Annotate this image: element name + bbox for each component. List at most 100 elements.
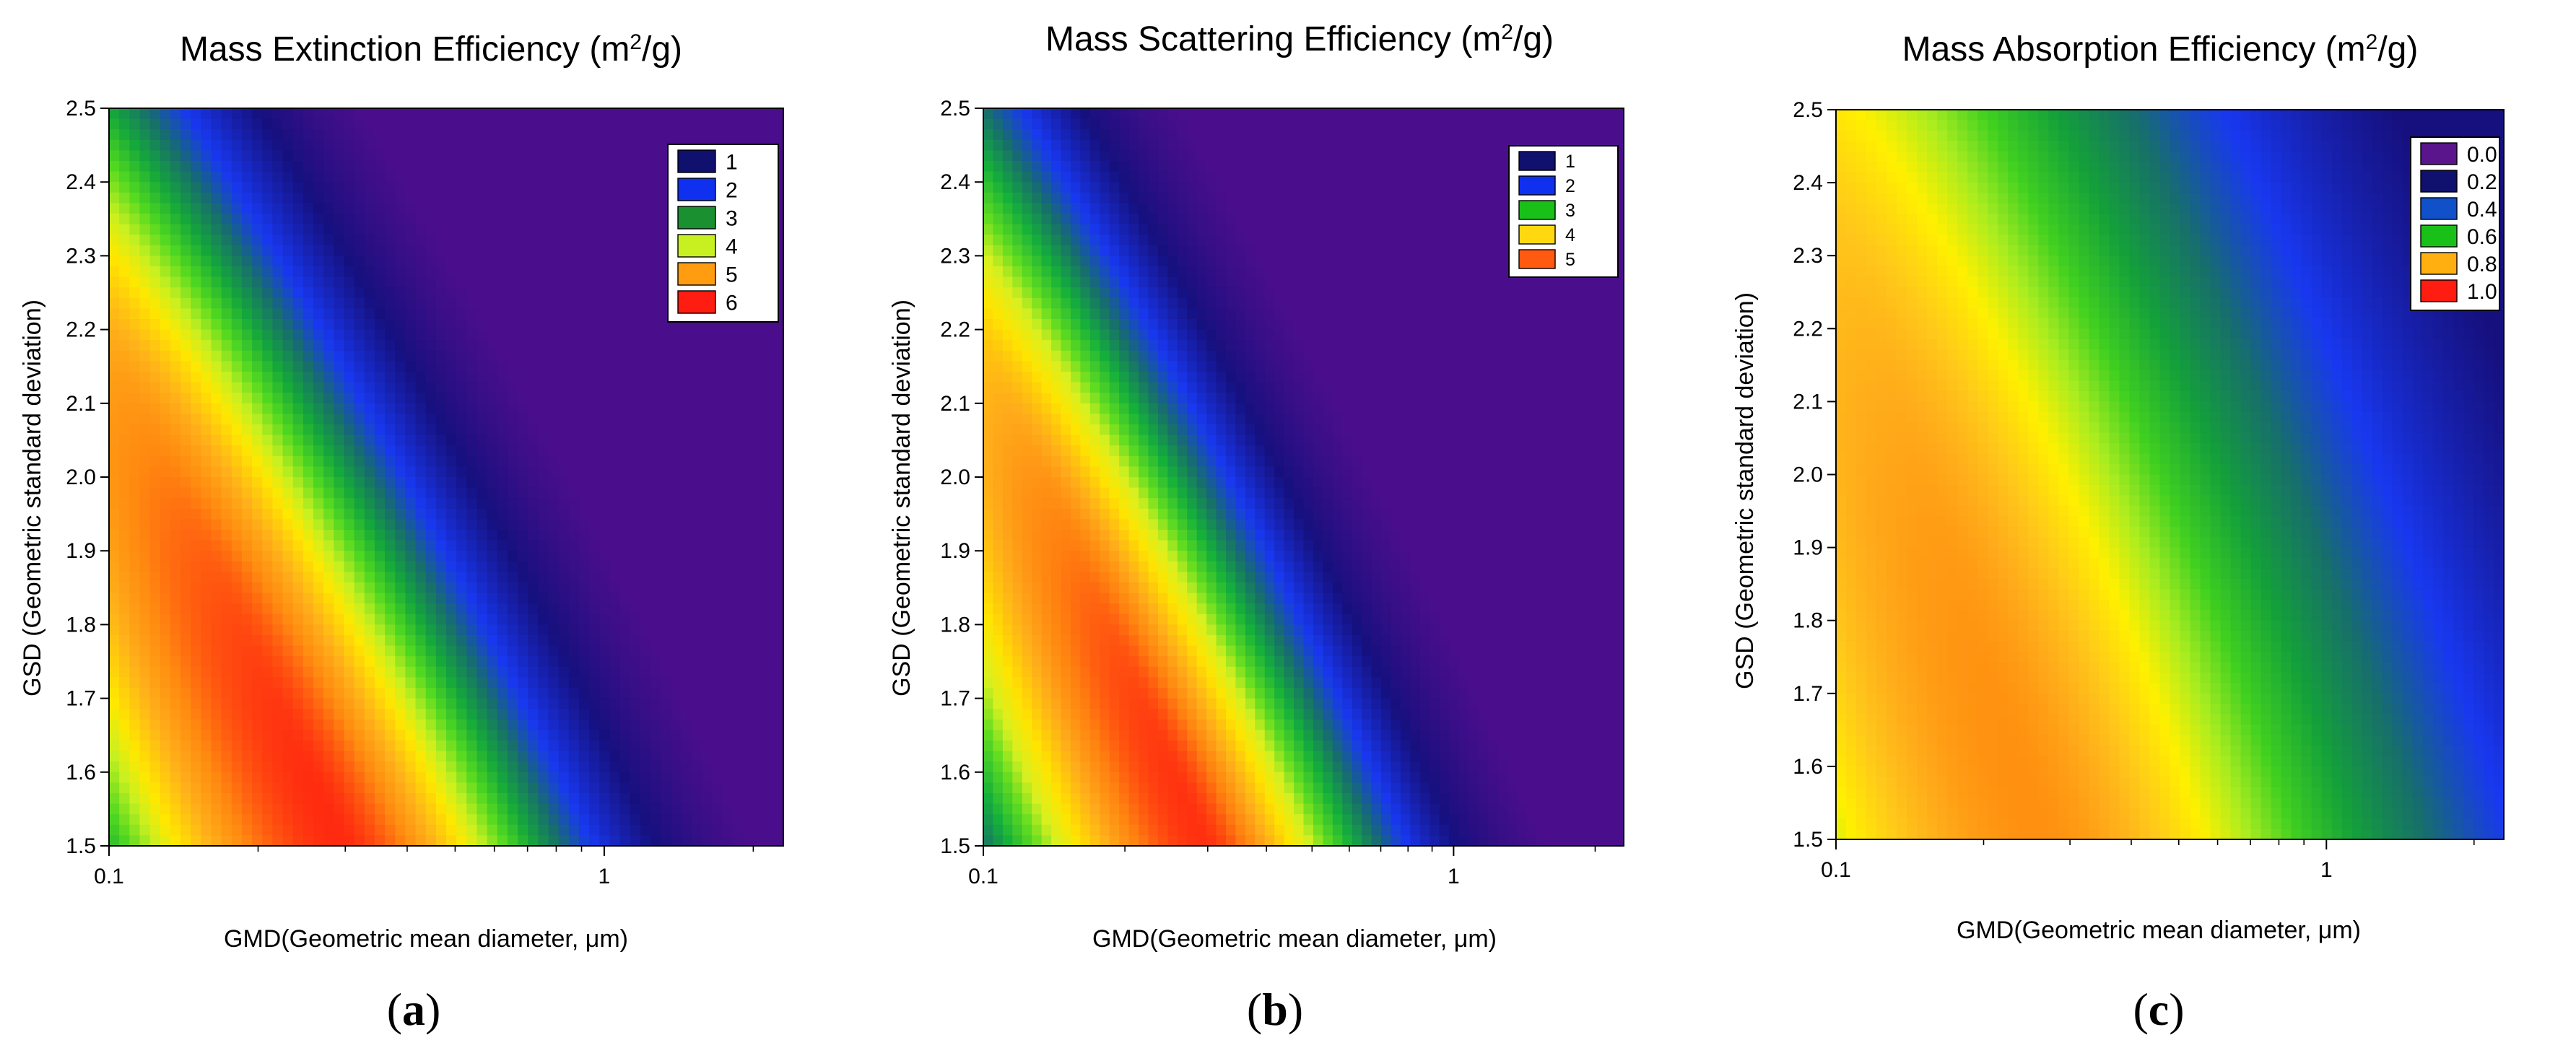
panel-b-field-cell [1080, 108, 1091, 120]
panel-a-field-cell [548, 287, 560, 299]
panel-a-field-cell [191, 171, 202, 183]
panel-b-field-cell [1061, 108, 1071, 120]
panel-b-field-cell [1070, 118, 1082, 130]
panel-a-field-cell [292, 235, 304, 246]
panel-a-field-cell [446, 434, 457, 446]
panel-a-field-cell [435, 214, 447, 225]
panel-a-field-cell [722, 487, 734, 499]
panel-a-field-cell [201, 645, 212, 657]
panel-a-field-cell [385, 393, 396, 404]
panel-a-field-cell [344, 340, 355, 351]
panel-a-field-cell [119, 551, 131, 562]
panel-a-field-cell [528, 319, 539, 331]
panel-a-field-cell [180, 139, 192, 152]
panel-b-field-cell [1400, 139, 1411, 152]
panel-a-field-cell [385, 803, 396, 815]
panel-a-field-cell [313, 582, 324, 594]
panel-a-field-cell [109, 698, 120, 709]
panel-b-field-cell [1303, 118, 1314, 130]
panel-a-field-cell [742, 393, 754, 404]
panel-a-field-cell [119, 255, 131, 267]
panel-a-field-cell [241, 782, 253, 794]
panel-a-field-cell [538, 340, 549, 351]
panel-a-field-cell [742, 709, 754, 720]
panel-a-field-cell [139, 835, 151, 847]
panel-a-field-cell [262, 709, 274, 720]
panel-a-field-cell [119, 561, 131, 573]
panel-a-field-cell [701, 424, 713, 436]
panel-a-field-cell [313, 455, 324, 468]
panel-a-field-cell [538, 150, 549, 162]
panel-a-field-cell [231, 540, 243, 551]
panel-a-field-cell [160, 561, 171, 573]
panel-a-field-cell [160, 276, 171, 288]
panel-a-field-cell [691, 466, 702, 478]
panel-a-field-cell [619, 793, 631, 805]
panel-a-field-cell [262, 350, 274, 362]
panel-a-field-cell [129, 498, 141, 510]
panel-a-field-cell [435, 276, 447, 288]
panel-a-field-cell [650, 192, 661, 204]
panel-b-field-cell [1362, 118, 1372, 130]
panel-a-field-cell [231, 445, 243, 457]
panel-a-field-cell [262, 329, 274, 341]
panel-a-field-cell [415, 572, 427, 583]
panel-a-field-cell [425, 793, 437, 805]
panel-a-field-cell [201, 824, 212, 836]
panel-a-field-cell [619, 108, 631, 120]
panel-a-field-cell [211, 751, 222, 762]
panel-a-field-cell [109, 624, 120, 636]
panel-b-field-cell [1032, 139, 1043, 152]
panel-b-field-cell [1555, 118, 1567, 130]
panel-a-field-cell [385, 266, 396, 278]
panel-a-field-cell [578, 740, 590, 752]
panel-a-field-cell [405, 393, 417, 404]
panel-a-field-cell [619, 540, 631, 551]
panel-a-field-cell [201, 235, 212, 246]
panel-a-field-cell [119, 593, 131, 604]
panel-a-field-cell [589, 287, 601, 299]
panel-a-field-cell [160, 161, 171, 172]
panel-a-field-cell [671, 455, 682, 468]
panel-a-field-cell [303, 161, 314, 172]
panel-a-field-cell [425, 129, 437, 141]
panel-a-field-cell [160, 340, 171, 351]
panel-a-field-cell [435, 782, 447, 794]
panel-b-field-cell [1430, 108, 1440, 120]
panel-a-field-cell [313, 329, 324, 341]
panel-a-field-cell [425, 666, 437, 678]
panel-a-field-cell [507, 561, 518, 573]
panel-a-field-cell [518, 688, 529, 699]
panel-a-field-cell [109, 603, 120, 615]
panel-a-field-cell [599, 372, 611, 383]
panel-a-field-cell [119, 319, 131, 331]
panel-a-field-cell [487, 403, 498, 415]
panel-a-field-cell [334, 434, 345, 446]
panel-a-field-cell [640, 340, 651, 351]
panel-a-field-cell [231, 519, 243, 530]
panel-a-field-cell [477, 613, 488, 626]
panel-a-field-cell [160, 835, 171, 847]
panel-a-field-cell [538, 434, 549, 446]
panel-a-field-cell [282, 561, 294, 573]
panel-a-field-cell [139, 487, 151, 499]
panel-a-field-cell [691, 530, 702, 541]
panel-a-field-cell [722, 551, 734, 562]
panel-a-field-cell [518, 613, 529, 626]
panel-a-field-cell [762, 582, 774, 594]
panel-a-field-cell [435, 224, 447, 235]
panel-a-field-cell [364, 698, 375, 709]
panel-a-field-cell [538, 129, 549, 141]
panel-a-field-cell [201, 434, 212, 446]
panel-a-field-cell [272, 645, 284, 657]
panel-a-field-cell [630, 224, 641, 235]
panel-a-field-cell [323, 161, 335, 172]
panel-a-field-cell [507, 613, 518, 626]
panel-a-field-cell [364, 645, 375, 657]
panel-a-field-cell [528, 161, 539, 172]
panel-a-field-cell [395, 666, 406, 678]
panel-a-field-cell [149, 593, 161, 604]
panel-a-field-cell [364, 161, 375, 172]
panel-a-field-cell [701, 561, 713, 573]
panel-a-field-cell [221, 519, 232, 530]
